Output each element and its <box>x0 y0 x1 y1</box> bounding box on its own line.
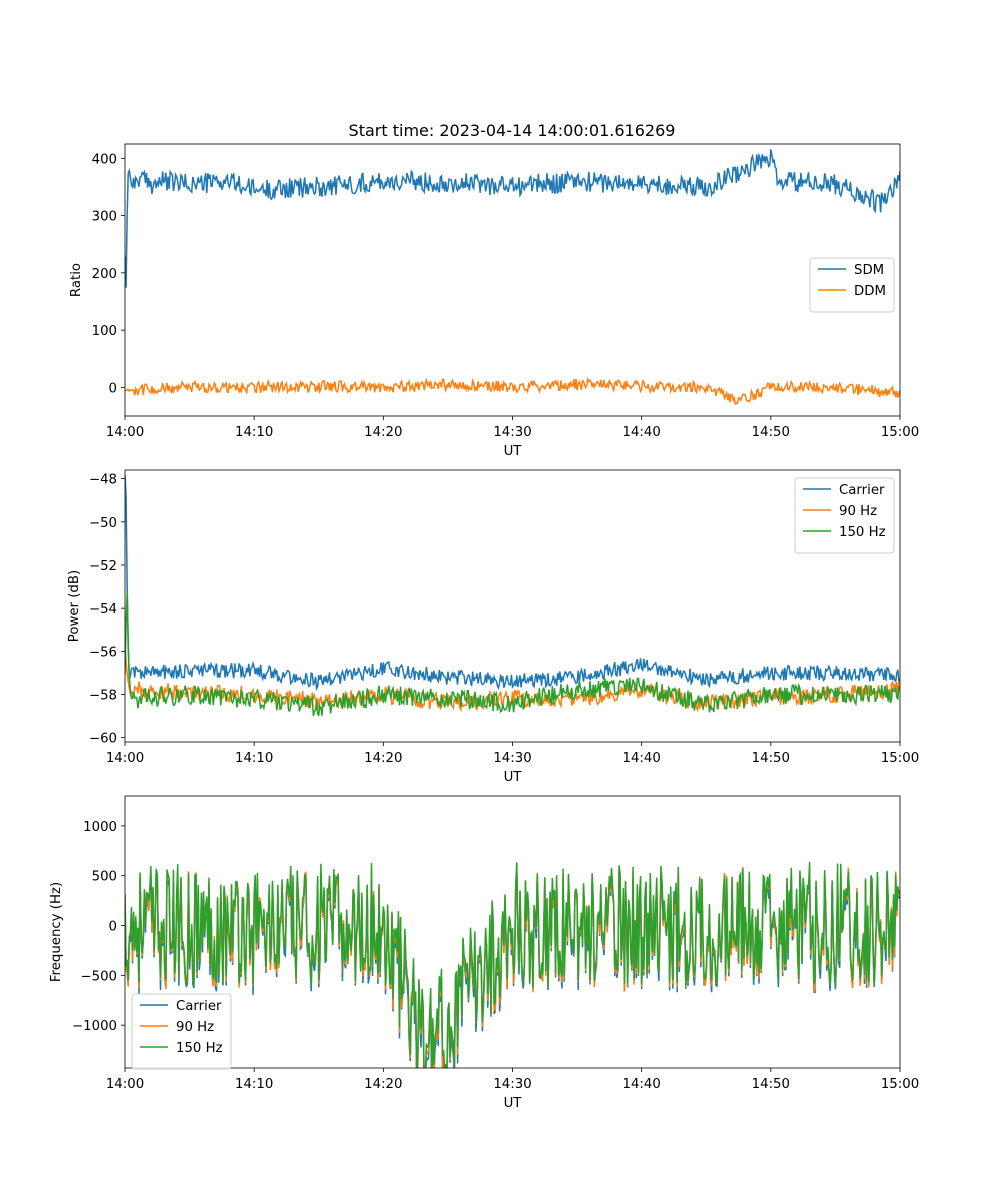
y-tick-label: 0 <box>109 920 117 935</box>
y-tick-label: −58 <box>89 689 117 704</box>
series-line-ddm <box>125 376 900 406</box>
x-tick-label: 15:00 <box>881 1077 919 1092</box>
legend: Carrier 90 Hz 150 Hz <box>794 477 895 554</box>
x-tick-label: 14:20 <box>364 751 402 766</box>
legend: SDM DDM <box>809 257 895 313</box>
y-tick-label: 1000 <box>83 820 117 835</box>
legend-entry: 150 Hz <box>176 1041 223 1056</box>
y-tick-label: −500 <box>80 969 117 984</box>
subplot-3: 14:00 14:10 14:20 14:30 14:40 14:50 15:00 1000 5… <box>49 795 919 1111</box>
y-tick-label: −54 <box>89 602 117 617</box>
legend-entry: 90 Hz <box>176 1020 214 1035</box>
legend-entry: 90 Hz <box>839 504 877 519</box>
y-tick-label: 300 <box>92 210 117 225</box>
y-axis-label: Frequency (Hz) <box>49 882 64 982</box>
y-axis-label: Power (dB) <box>67 570 82 642</box>
x-tick-label: 14:30 <box>493 751 531 766</box>
y-tick-label: −1000 <box>72 1019 117 1034</box>
x-tick-label: 14:50 <box>752 1077 790 1092</box>
legend-box <box>794 477 895 554</box>
legend-entry: Carrier <box>839 483 885 498</box>
y-tick-label: −50 <box>89 516 117 531</box>
legend: Carrier 90 Hz 150 Hz <box>131 993 232 1070</box>
series-line-carrier <box>125 474 900 692</box>
y-tick-label: 200 <box>92 267 117 282</box>
y-tick-label: −60 <box>89 732 117 747</box>
legend-box <box>131 993 232 1070</box>
series-line-150-hz <box>125 861 900 1068</box>
series-line-150-hz <box>125 591 900 717</box>
x-tick-label: 15:00 <box>881 751 919 766</box>
x-tick-label: 14:20 <box>364 1077 402 1092</box>
series-line-sdm <box>125 149 900 288</box>
legend-entry: SDM <box>854 263 884 278</box>
y-tick-label: 100 <box>92 324 117 339</box>
legend-box <box>809 257 895 313</box>
x-tick-label: 14:40 <box>623 425 661 440</box>
plot-area: 14:00 14:10 14:20 14:30 14:40 14:50 15:00 0 100 2… <box>49 143 919 1111</box>
legend-entry: 150 Hz <box>839 525 886 540</box>
legend-entry: Carrier <box>176 999 222 1014</box>
y-tick-label: −56 <box>89 645 117 660</box>
subplot-2: 14:00 14:10 14:20 14:30 14:40 14:50 15:00 −48 −5… <box>67 469 919 785</box>
x-tick-label: 14:10 <box>235 751 273 766</box>
y-tick-label: 500 <box>92 870 117 885</box>
x-tick-label: 14:00 <box>106 751 144 766</box>
subplot-1: 14:00 14:10 14:20 14:30 14:40 14:50 15:00 0 100 2… <box>69 143 919 459</box>
x-axis-label: UT <box>504 444 523 459</box>
x-tick-label: 14:00 <box>106 425 144 440</box>
legend-entry: DDM <box>854 284 886 299</box>
x-tick-label: 14:20 <box>364 425 402 440</box>
x-tick-label: 15:00 <box>881 425 919 440</box>
x-axis-label: UT <box>504 1096 523 1111</box>
x-tick-label: 14:30 <box>493 425 531 440</box>
x-axis-label: UT <box>504 770 523 785</box>
x-tick-label: 14:50 <box>752 751 790 766</box>
x-tick-label: 14:00 <box>106 1077 144 1092</box>
x-tick-label: 14:10 <box>235 425 273 440</box>
y-tick-label: −48 <box>89 473 117 488</box>
x-tick-label: 14:40 <box>623 751 661 766</box>
y-tick-label: 0 <box>109 381 117 396</box>
y-tick-label: −52 <box>89 559 117 574</box>
x-tick-label: 14:40 <box>623 1077 661 1092</box>
y-axis-label: Ratio <box>69 263 84 297</box>
y-tick-label: 400 <box>92 152 117 167</box>
x-tick-label: 14:30 <box>493 1077 531 1092</box>
x-tick-label: 14:10 <box>235 1077 273 1092</box>
x-tick-label: 14:50 <box>752 425 790 440</box>
chart-title: Start time: 2023-04-14 14:00:01.616269 <box>349 121 676 140</box>
